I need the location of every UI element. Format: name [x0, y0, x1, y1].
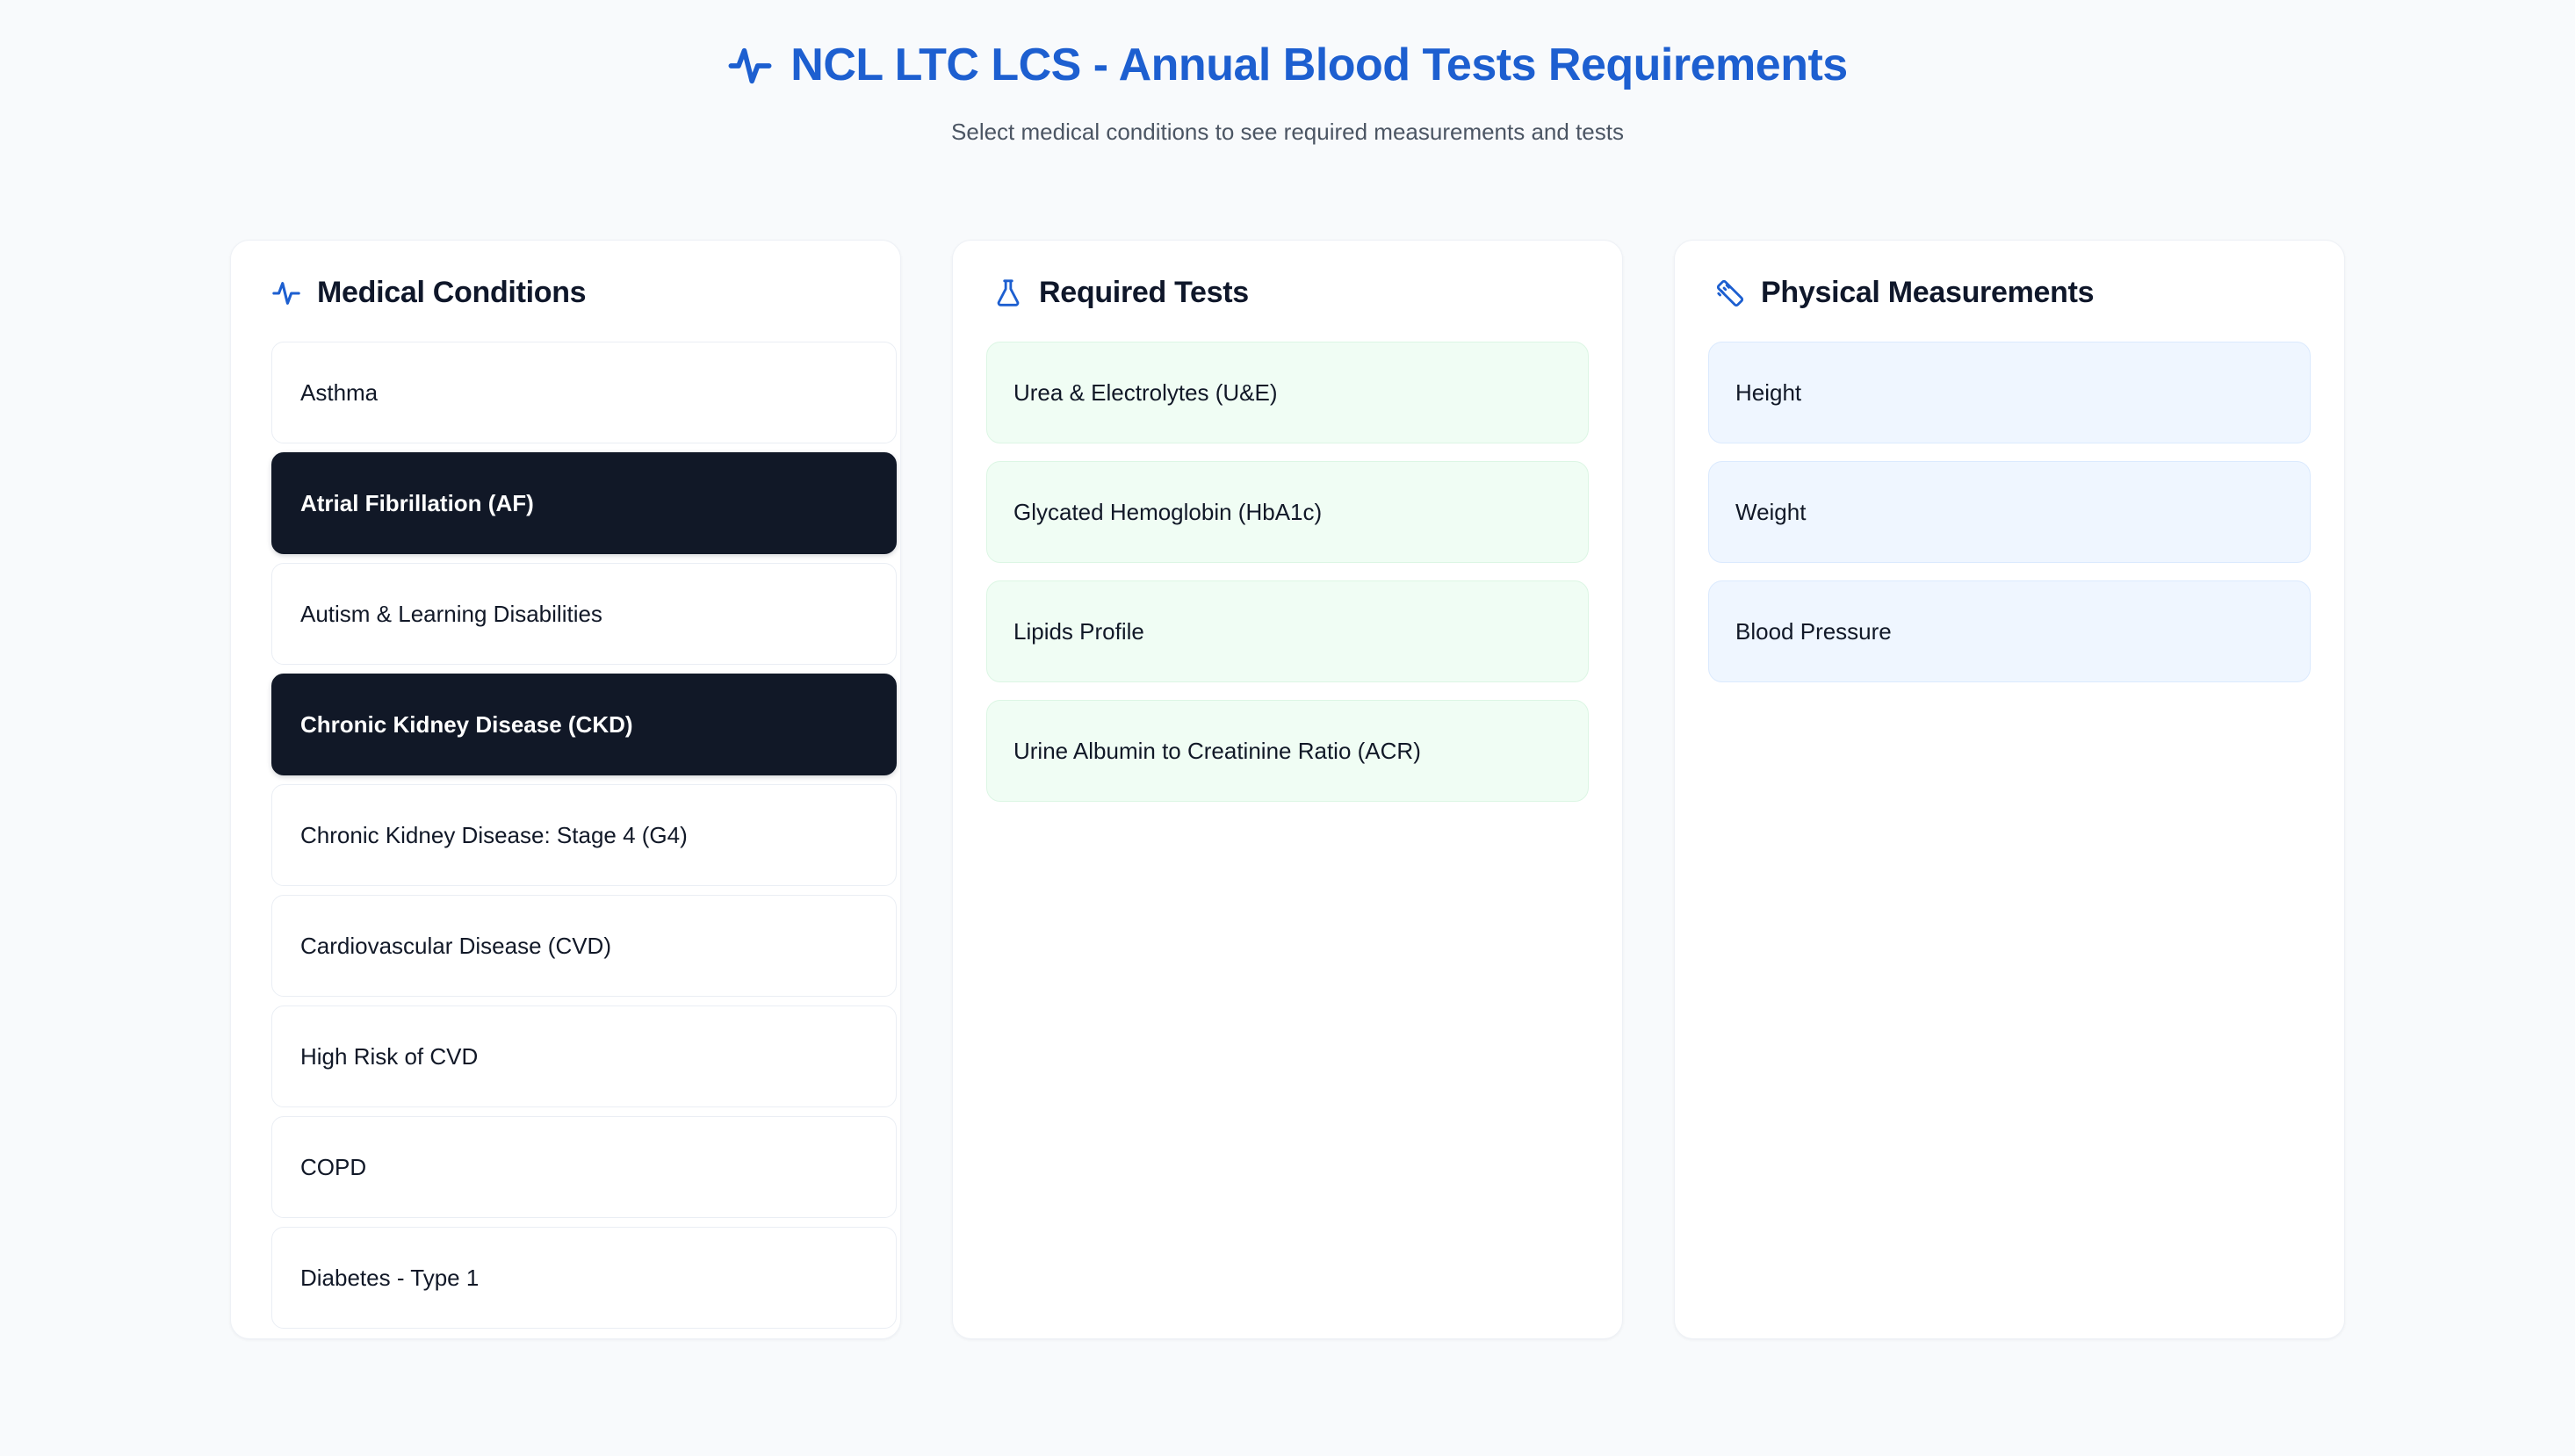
condition-item-label: Autism & Learning Disabilities	[300, 600, 602, 627]
flask-icon	[993, 278, 1023, 308]
condition-item[interactable]: Atrial Fibrillation (AF)	[271, 452, 897, 554]
measurements-list: Height Weight Blood Pressure	[1708, 342, 2311, 682]
activity-heartbeat-icon	[271, 278, 301, 308]
measurement-item-label: Blood Pressure	[1735, 617, 1892, 645]
page-subtitle: Select medical conditions to see require…	[951, 119, 1624, 146]
measurement-item[interactable]: Weight	[1708, 461, 2311, 563]
tests-list: Urea & Electrolytes (U&E) Glycated Hemogl…	[986, 342, 1589, 802]
panel-physical-measurements: Physical Measurements Height Weight Blood …	[1674, 240, 2345, 1339]
condition-item[interactable]: High Risk of CVD	[271, 1006, 897, 1107]
test-item[interactable]: Lipids Profile	[986, 580, 1589, 682]
panel-header-tests: Required Tests	[986, 276, 1589, 310]
condition-item[interactable]: Asthma	[271, 342, 897, 443]
condition-item[interactable]: Chronic Kidney Disease: Stage 4 (G4)	[271, 784, 897, 886]
measurement-item-label: Weight	[1735, 498, 1807, 525]
panel-header-measurements: Physical Measurements	[1708, 276, 2311, 310]
test-item[interactable]: Glycated Hemoglobin (HbA1c)	[986, 461, 1589, 563]
condition-item[interactable]: Chronic Kidney Disease (CKD)	[271, 674, 897, 775]
page-header: NCL LTC LCS - Annual Blood Tests Require…	[0, 0, 2575, 146]
condition-item[interactable]: Diabetes - Type 1	[271, 1227, 897, 1329]
measurement-item[interactable]: Blood Pressure	[1708, 580, 2311, 682]
measurement-item[interactable]: Height	[1708, 342, 2311, 443]
condition-item-label: Atrial Fibrillation (AF)	[300, 489, 534, 516]
condition-item-label: Diabetes - Type 1	[300, 1264, 480, 1291]
panel-medical-conditions: Medical Conditions Asthma Atrial Fibrilla…	[230, 240, 901, 1339]
test-item[interactable]: Urea & Electrolytes (U&E)	[986, 342, 1589, 443]
test-item-label: Urea & Electrolytes (U&E)	[1013, 378, 1278, 406]
condition-item-label: Chronic Kidney Disease (CKD)	[300, 710, 633, 738]
panel-title-tests: Required Tests	[1039, 276, 1249, 309]
condition-item[interactable]: Cardiovascular Disease (CVD)	[271, 895, 897, 997]
panel-required-tests: Required Tests Urea & Electrolytes (U&E)…	[952, 240, 1623, 1339]
title-row: NCL LTC LCS - Annual Blood Tests Require…	[0, 40, 2575, 90]
panel-title-conditions: Medical Conditions	[317, 276, 587, 309]
condition-item[interactable]: COPD	[271, 1116, 897, 1218]
test-item-label: Lipids Profile	[1013, 617, 1144, 645]
page-title: NCL LTC LCS - Annual Blood Tests Require…	[790, 40, 1848, 90]
condition-item-label: Cardiovascular Disease (CVD)	[300, 932, 611, 959]
panels-container: Medical Conditions Asthma Atrial Fibrilla…	[0, 240, 2575, 1339]
test-item[interactable]: Urine Albumin to Creatinine Ratio (ACR)	[986, 700, 1589, 802]
condition-item[interactable]: Autism & Learning Disabilities	[271, 563, 897, 665]
panel-header-conditions: Medical Conditions	[264, 276, 867, 310]
panel-title-measurements: Physical Measurements	[1761, 276, 2095, 309]
measurement-item-label: Height	[1735, 378, 1802, 406]
condition-item-label: Chronic Kidney Disease: Stage 4 (G4)	[300, 821, 688, 848]
condition-item-label: Asthma	[300, 378, 379, 406]
condition-item-label: High Risk of CVD	[300, 1042, 479, 1070]
conditions-list: Asthma Atrial Fibrillation (AF) Autism & L…	[271, 342, 897, 1329]
activity-heartbeat-icon	[727, 43, 773, 89]
condition-item-label: COPD	[300, 1153, 367, 1180]
test-item-label: Glycated Hemoglobin (HbA1c)	[1013, 498, 1323, 525]
test-item-label: Urine Albumin to Creatinine Ratio (ACR)	[1013, 737, 1421, 764]
ruler-icon	[1715, 278, 1745, 308]
